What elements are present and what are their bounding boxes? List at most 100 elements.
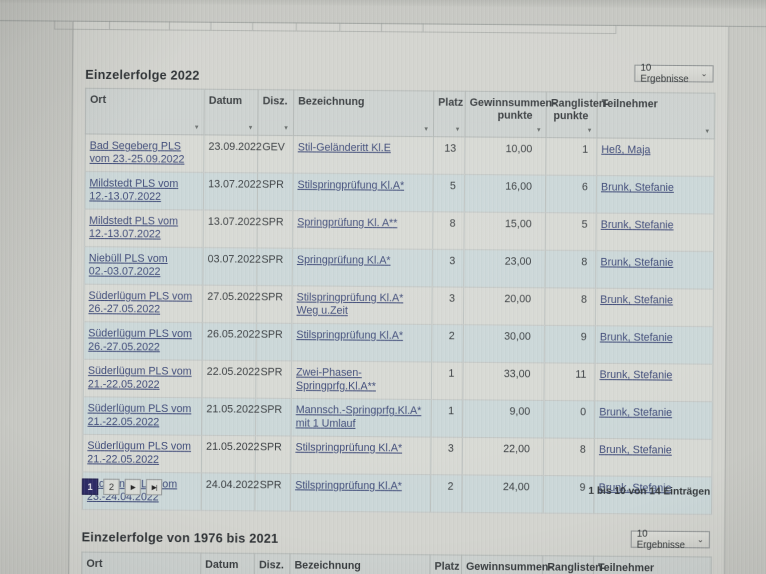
page-2-button[interactable]: 2 bbox=[103, 478, 120, 496]
column-header-ranglistenpunkte: Ranglisten- punkte bbox=[542, 555, 605, 574]
disz-cell: SPR bbox=[256, 323, 292, 361]
page-1-button[interactable]: 1 bbox=[81, 478, 99, 495]
teilnehmer-link[interactable]: Brunk, Stefanie bbox=[599, 368, 673, 382]
column-header-datum: Datum bbox=[200, 553, 255, 574]
filter-chevron-icon[interactable]: ▾ bbox=[194, 124, 199, 132]
bezeichnung-cell: Stilspringprüfung Kl.A* bbox=[290, 435, 432, 475]
results-select-2022[interactable]: 10 Ergebnisse ⌄ bbox=[634, 62, 714, 85]
teilnehmer-cell: Brunk, Stefanie bbox=[596, 175, 715, 214]
column-header-platz: Platz bbox=[433, 90, 466, 123]
ranglistenpunkte-cell: 9 bbox=[544, 325, 596, 364]
ort-link[interactable]: Süderlügum PLS vom 26.-27.05.2022 bbox=[88, 289, 193, 316]
teilnehmer-link[interactable]: Brunk, Stefanie bbox=[600, 218, 674, 232]
bezeichnung-cell: Stilspringprüfung Kl.A* Weg u.Zeit bbox=[291, 285, 433, 325]
gewinnsummenpunkte-cell: 10,00 bbox=[464, 136, 547, 176]
teilnehmer-link[interactable]: Brunk, Stefanie bbox=[598, 443, 672, 457]
ranglistenpunkte-cell: 8 bbox=[544, 287, 596, 326]
disz-cell: SPR bbox=[255, 360, 292, 399]
datum-cell: 13.07.2022 bbox=[203, 172, 262, 211]
next-page-button[interactable]: ▶ bbox=[124, 478, 141, 496]
gewinnsummenpunkte-cell: 9,00 bbox=[462, 399, 545, 438]
ort-link[interactable]: Niebüll PLS vom 02.-03.07.2022 bbox=[88, 252, 168, 279]
platz-cell: 2 bbox=[430, 474, 463, 513]
page-title-1976-2021: Einzelerfolge von 1976 bis 2021 bbox=[81, 530, 279, 547]
filter-chevron-icon[interactable]: ▾ bbox=[284, 124, 288, 132]
ort-link[interactable]: Süderlügum PLS vom 21.-22.05.2022 bbox=[87, 364, 192, 391]
filter-chevron-icon[interactable]: ▾ bbox=[248, 124, 253, 132]
teilnehmer-cell: Brunk, Stefanie bbox=[594, 438, 713, 477]
disz-cell: SPR bbox=[256, 285, 293, 324]
table-row: Süderlügum PLS vom 21.-22.05.2022 21.05.… bbox=[82, 396, 713, 440]
column-header-bezeichnung: Bezeichnung bbox=[293, 89, 434, 122]
teilnehmer-cell: Brunk, Stefanie bbox=[595, 288, 714, 327]
ort-cell: Bad Segeberg PLS vom 23.-25.09.2022 bbox=[84, 133, 205, 173]
ort-link[interactable]: Süderlügum PLS vom 26.-27.05.2022 bbox=[88, 327, 192, 354]
bezeichnung-link[interactable]: Zwei-Phasen-Springprfg.Kl.A** bbox=[295, 366, 376, 393]
results-select-1976-2021[interactable]: 10 Ergebnisse ⌄ bbox=[630, 528, 710, 551]
teilnehmer-cell: Brunk, Stefanie bbox=[595, 325, 714, 365]
last-page-button[interactable]: ▶| bbox=[145, 479, 163, 496]
bezeichnung-link[interactable]: Mannsch.-Springprfg.Kl.A* mit 1 Umlauf bbox=[295, 404, 422, 430]
gewinnsummenpunkte-cell: 24,00 bbox=[461, 474, 544, 514]
bezeichnung-link[interactable]: Stil-Geländeritt Kl.E bbox=[297, 141, 391, 155]
column-header-bezeichnung: Bezeichnung bbox=[289, 553, 431, 574]
teilnehmer-link[interactable]: Heß, Maja bbox=[601, 143, 651, 157]
ort-link[interactable]: Bad Segeberg PLS vom 23.-25.09.2022 bbox=[89, 139, 185, 166]
platz-cell: 1 bbox=[431, 361, 464, 400]
column-header-platz: Platz bbox=[429, 554, 462, 574]
datum-cell: 22.05.2022 bbox=[201, 360, 260, 399]
bezeichnung-link[interactable]: Stilspringprüfung Kl.A* bbox=[295, 441, 403, 455]
gewinnsummenpunkte-cell: 20,00 bbox=[463, 287, 545, 326]
bezeichnung-link[interactable]: Springprüfung Kl.A* bbox=[296, 253, 391, 267]
bezeichnung-cell: Stilspringprüfung Kl.A* bbox=[290, 473, 431, 513]
gewinnsummenpunkte-cell: 22,00 bbox=[462, 437, 544, 476]
results-select-1976-2021-value: 10 Ergebnisse bbox=[636, 528, 686, 551]
chevron-down-icon: ⌄ bbox=[700, 68, 708, 78]
column-header-teilnehmer: Teilnehmer bbox=[596, 92, 715, 125]
teilnehmer-link[interactable]: Brunk, Stefanie bbox=[600, 293, 674, 307]
datum-cell: 13.07.2022 bbox=[203, 209, 261, 248]
bezeichnung-cell: Stilspringprüfung Kl.A* bbox=[291, 323, 432, 362]
table-row: Süderlügum PLS vom 21.-22.05.2022 21.05.… bbox=[82, 434, 713, 477]
ranglistenpunkte-cell: 9 bbox=[543, 475, 595, 514]
disz-cell: SPR bbox=[257, 172, 294, 211]
bezeichnung-link[interactable]: Stilspringprüfung Kl.A* bbox=[296, 328, 404, 342]
column-header-disz: Disz. bbox=[254, 553, 291, 574]
teilnehmer-cell: Brunk, Stefanie bbox=[594, 400, 713, 440]
ort-cell: Süderlügum PLS vom 21.-22.05.2022 bbox=[82, 396, 202, 436]
datum-cell: 23.09.2022 bbox=[203, 134, 262, 173]
ort-link[interactable]: Süderlügum PLS vom 21.-22.05.2022 bbox=[87, 402, 192, 429]
results-select-2022-value: 10 Ergebnisse bbox=[640, 62, 689, 85]
teilnehmer-link[interactable]: Brunk, Stefanie bbox=[600, 256, 674, 269]
filter-chevron-icon[interactable]: ▾ bbox=[587, 127, 592, 135]
bezeichnung-link[interactable]: Springprüfung Kl. A** bbox=[297, 216, 398, 230]
bezeichnung-link[interactable]: Stilspringprüfung Kl.A* bbox=[295, 479, 402, 493]
bezeichnung-link[interactable]: Stilspringprüfung Kl.A* bbox=[297, 178, 405, 192]
table-row: Mildstedt PLS vom 12.-13.07.2022 13.07.2… bbox=[84, 209, 714, 252]
ranglistenpunkte-cell: 5 bbox=[545, 212, 597, 251]
datum-cell: 26.05.2022 bbox=[202, 322, 260, 361]
ranglistenpunkte-cell: 8 bbox=[544, 250, 596, 289]
column-header-gewinnsummenpunkte: Gewinnsummen- punkte bbox=[464, 91, 556, 123]
bezeichnung-link[interactable]: Stilspringprüfung Kl.A* Weg u.Zeit bbox=[296, 291, 404, 318]
filter-chevron-icon[interactable]: ▾ bbox=[424, 125, 428, 134]
ort-link[interactable]: Mildstedt PLS vom 12.-13.07.2022 bbox=[89, 214, 179, 241]
teilnehmer-link[interactable]: Brunk, Stefanie bbox=[600, 181, 674, 194]
filter-chevron-icon[interactable]: ▾ bbox=[536, 126, 541, 134]
ort-link[interactable]: Mildstedt PLS vom 12.-13.07.2022 bbox=[89, 177, 179, 204]
ranglistenpunkte-cell: 0 bbox=[543, 400, 595, 439]
ort-link[interactable]: Süderlügum PLS vom 21.-22.05.2022 bbox=[87, 439, 192, 466]
photo-top-edge bbox=[0, 0, 766, 9]
datum-cell: 03.07.2022 bbox=[202, 247, 261, 286]
column-header-ort: Ort bbox=[81, 552, 201, 574]
table-row: Bad Segeberg PLS vom 23.-25.09.2022 23.0… bbox=[84, 133, 715, 177]
ranglistenpunkte-cell: 6 bbox=[545, 175, 597, 214]
filter-chevron-icon[interactable]: ▾ bbox=[705, 128, 710, 136]
bezeichnung-cell: Stil-Geländeritt Kl.E bbox=[293, 135, 434, 175]
table-row: Mildstedt PLS vom 12.-13.07.2022 13.07.2… bbox=[84, 171, 715, 214]
results-table-1976-2021: Ort Datum Disz. Bezeichnung Platz Gewinn… bbox=[81, 552, 712, 574]
teilnehmer-link[interactable]: Brunk, Stefanie bbox=[599, 406, 673, 420]
filter-chevron-icon[interactable]: ▾ bbox=[455, 126, 460, 134]
ort-cell: Süderlügum PLS vom 26.-27.05.2022 bbox=[83, 284, 203, 323]
teilnehmer-link[interactable]: Brunk, Stefanie bbox=[599, 331, 673, 345]
